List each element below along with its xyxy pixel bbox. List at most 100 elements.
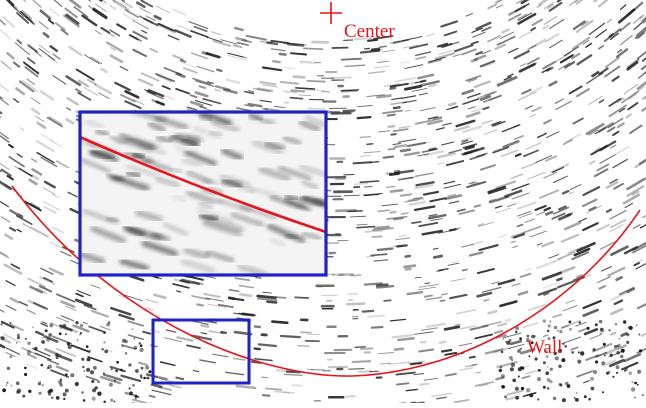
particle-streak <box>200 107 206 109</box>
particle-streak <box>207 53 219 57</box>
particle-streak <box>472 42 478 44</box>
particle-streak <box>540 190 558 198</box>
particle-streak <box>8 176 13 179</box>
particle-streak <box>543 26 548 29</box>
particle-streak <box>458 209 465 211</box>
particle-streak <box>350 216 366 217</box>
particle-streak <box>488 5 496 9</box>
particle-dot <box>577 360 581 364</box>
particle-streak <box>524 226 541 232</box>
particle-streak <box>515 51 529 58</box>
particle-streak <box>375 227 389 228</box>
particle-dot <box>634 397 636 399</box>
particle-streak <box>267 302 276 303</box>
particle-streak <box>612 309 622 314</box>
particle-streak <box>444 181 455 184</box>
particle-streak <box>358 117 371 118</box>
particle-streak <box>544 17 556 25</box>
particle-dot <box>84 370 86 372</box>
particle-streak <box>16 0 26 2</box>
particle-streak <box>53 76 66 85</box>
particle-dot <box>135 398 137 400</box>
particle-streak <box>133 400 147 403</box>
particle-dot <box>545 371 549 375</box>
particle-streak <box>543 282 560 288</box>
particle-streak <box>39 22 48 29</box>
particle-streak <box>43 202 59 211</box>
particle-dot <box>129 387 131 389</box>
particle-streak <box>28 45 37 52</box>
particle-streak <box>606 58 619 67</box>
particle-streak <box>48 360 59 364</box>
particle-streak <box>599 0 613 6</box>
particle-streak <box>305 90 325 91</box>
particle-streak <box>437 397 446 399</box>
particle-streak <box>641 220 646 228</box>
particle-dot <box>549 320 551 322</box>
particle-streak <box>40 45 50 52</box>
particle-streak <box>463 270 467 271</box>
particle-dot <box>22 395 25 398</box>
particle-streak <box>0 94 8 105</box>
particle-streak <box>128 321 143 325</box>
particle-streak <box>9 157 24 167</box>
particle-streak <box>605 29 620 41</box>
particle-streak <box>154 331 159 332</box>
particle-streak <box>384 157 393 158</box>
particle-dot <box>578 351 580 353</box>
particle-dot <box>547 378 551 382</box>
particle-streak <box>379 353 394 354</box>
particle-streak <box>200 86 205 88</box>
particle-streak <box>528 58 539 64</box>
particle-streak <box>537 5 541 7</box>
particle-streak <box>625 204 632 208</box>
particle-dot <box>63 398 65 400</box>
particle-streak <box>499 280 514 284</box>
particle-streak <box>559 253 575 260</box>
particle-dot <box>134 338 136 340</box>
particle-dot <box>81 391 84 394</box>
particle-streak <box>555 259 561 261</box>
particle-streak <box>344 111 355 112</box>
particle-streak <box>421 384 429 385</box>
particle-streak <box>597 277 610 283</box>
particle-streak <box>300 61 312 62</box>
particle-dot <box>591 387 595 391</box>
particle-dot <box>593 370 597 374</box>
particle-streak <box>498 37 515 45</box>
center-label: Center <box>344 22 395 41</box>
particle-streak <box>137 3 144 7</box>
particle-streak <box>146 299 158 303</box>
particle-streak <box>484 130 497 134</box>
particle-streak <box>117 24 125 29</box>
particle-streak <box>14 63 19 67</box>
particle-streak <box>143 332 150 334</box>
particle-dot <box>25 338 27 340</box>
particle-streak <box>204 294 219 297</box>
particle-streak <box>640 157 646 164</box>
particle-dot <box>56 396 60 400</box>
particle-dot <box>122 339 126 343</box>
particle-dot <box>543 361 546 364</box>
particle-streak <box>381 363 390 364</box>
particle-dot <box>624 370 626 372</box>
particle-streak <box>304 48 323 49</box>
particle-streak <box>308 109 324 110</box>
particle-streak <box>586 44 591 48</box>
particle-streak <box>430 149 436 150</box>
particle-streak <box>488 36 501 42</box>
particle-streak <box>91 57 102 64</box>
particle-streak <box>566 134 581 142</box>
particle-streak <box>82 0 90 1</box>
particle-streak <box>571 185 581 190</box>
particle-streak <box>345 65 364 66</box>
particle-streak <box>197 304 203 305</box>
particle-streak <box>161 362 175 365</box>
particle-streak <box>482 120 492 123</box>
particle-streak <box>92 0 102 1</box>
particle-dot <box>547 366 549 368</box>
particle-dot <box>603 343 606 346</box>
particle-streak <box>608 20 612 23</box>
particle-streak <box>401 150 410 151</box>
particle-streak <box>0 200 8 206</box>
